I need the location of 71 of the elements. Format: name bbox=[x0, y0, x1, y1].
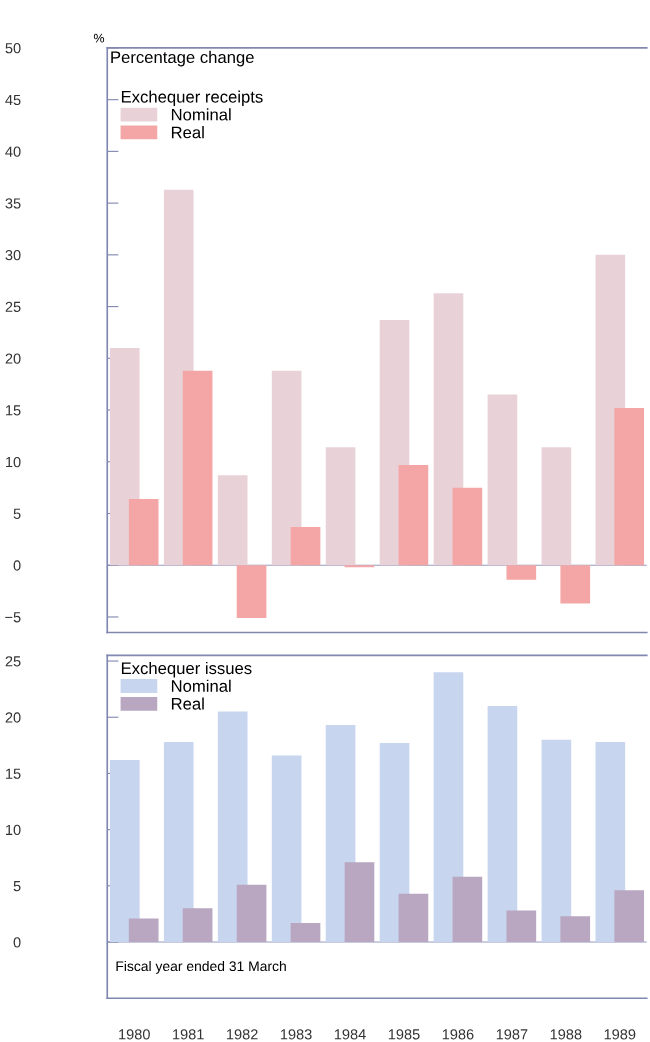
bar bbox=[128, 918, 159, 943]
bar bbox=[325, 447, 356, 566]
legend-label: Real bbox=[171, 697, 204, 710]
x-tick-label: 1981 bbox=[173, 1029, 204, 1040]
bar bbox=[560, 565, 591, 604]
bar bbox=[433, 672, 464, 943]
y-tick-label: 45 bbox=[5, 94, 21, 106]
y-tick-label: −5 bbox=[5, 612, 21, 623]
bar bbox=[290, 526, 321, 566]
bar bbox=[344, 862, 375, 943]
bar bbox=[452, 487, 483, 566]
y-tick-label: 10 bbox=[6, 824, 21, 836]
bar bbox=[271, 755, 302, 943]
annotation: Fiscal year ended 31 March bbox=[116, 960, 286, 974]
x-tick-label: 1985 bbox=[388, 1029, 420, 1040]
x-tick-label: 1983 bbox=[280, 1029, 312, 1040]
bar bbox=[290, 922, 321, 943]
bar bbox=[452, 876, 483, 943]
y-tick-label: 40 bbox=[5, 146, 21, 157]
y-tick-label: 0 bbox=[13, 560, 21, 571]
y-tick-label: 10 bbox=[6, 456, 21, 468]
y-tick-label: 15 bbox=[6, 405, 21, 416]
bar bbox=[614, 890, 645, 943]
x-tick-label: 1988 bbox=[550, 1029, 582, 1040]
bar bbox=[398, 464, 429, 566]
y-axis-title: % bbox=[93, 33, 105, 43]
bar bbox=[236, 884, 267, 943]
chart-title: Percentage change bbox=[111, 50, 254, 67]
bar bbox=[182, 908, 213, 943]
bar bbox=[379, 743, 410, 943]
bar bbox=[560, 916, 591, 943]
bar bbox=[614, 407, 645, 566]
x-tick-label: 1987 bbox=[496, 1029, 528, 1040]
bar bbox=[271, 370, 302, 566]
bar bbox=[541, 739, 572, 943]
y-tick-label: 25 bbox=[5, 301, 21, 313]
bar bbox=[541, 447, 572, 566]
y-tick-label: 20 bbox=[5, 353, 21, 364]
bar bbox=[217, 711, 248, 943]
legend-label: Nominal bbox=[171, 108, 231, 121]
legend-title: Exchequer issues bbox=[121, 661, 252, 678]
bar bbox=[506, 565, 537, 580]
y-tick-label: 30 bbox=[5, 249, 21, 261]
bar bbox=[398, 893, 429, 943]
bar bbox=[109, 759, 140, 943]
bar bbox=[487, 394, 518, 566]
x-tick-label: 1989 bbox=[604, 1029, 636, 1040]
x-tick-label: 1986 bbox=[442, 1029, 474, 1040]
legend-label: Real bbox=[171, 126, 204, 139]
bar bbox=[595, 741, 626, 943]
x-tick-label: 1982 bbox=[227, 1029, 258, 1040]
legend-label: Nominal bbox=[171, 679, 231, 692]
y-tick-label: 50 bbox=[5, 43, 21, 54]
y-tick-label: 5 bbox=[13, 508, 21, 519]
bar bbox=[487, 706, 518, 943]
y-tick-label: 15 bbox=[6, 768, 21, 779]
bar bbox=[506, 910, 537, 943]
bar bbox=[163, 741, 194, 943]
bar bbox=[344, 565, 375, 568]
y-tick-label: 5 bbox=[13, 881, 21, 892]
y-tick-label: 35 bbox=[5, 198, 21, 209]
y-tick-label: 25 bbox=[5, 656, 21, 667]
bar bbox=[128, 499, 159, 566]
y-tick-label: 20 bbox=[5, 712, 21, 723]
bar bbox=[236, 565, 267, 619]
x-tick-label: 1980 bbox=[119, 1029, 150, 1040]
legend-title: Exchequer receipts bbox=[121, 90, 263, 107]
y-tick-label: 0 bbox=[13, 937, 21, 948]
x-tick-label: 1984 bbox=[334, 1029, 366, 1040]
bar bbox=[182, 370, 213, 566]
bar bbox=[217, 475, 248, 566]
